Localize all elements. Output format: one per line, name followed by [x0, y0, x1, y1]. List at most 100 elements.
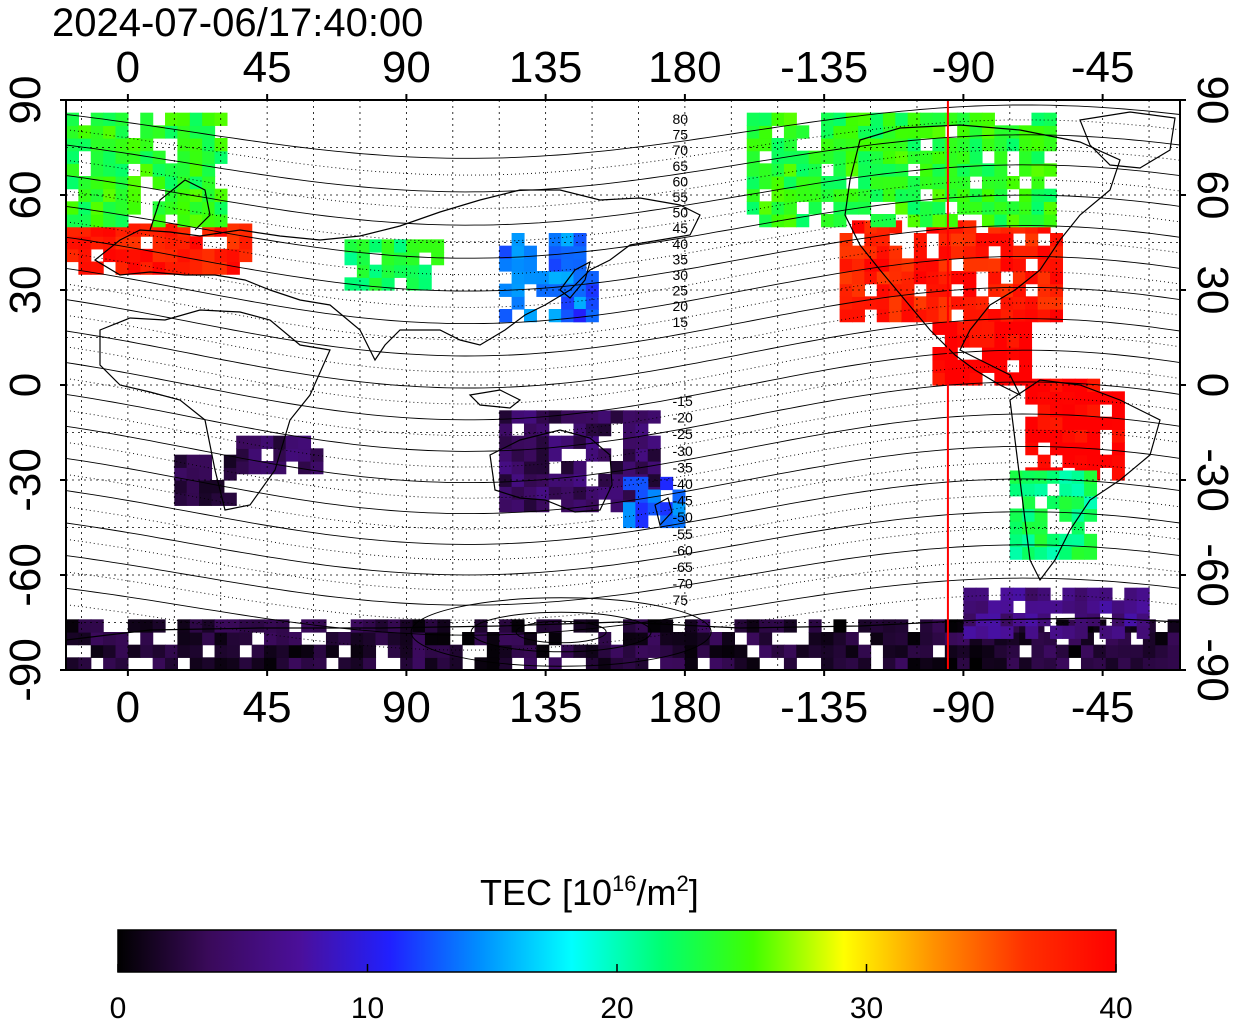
tec-cell — [152, 261, 166, 275]
tec-cell — [1037, 613, 1051, 627]
tec-cell — [298, 435, 312, 449]
tec-cell — [994, 334, 1008, 348]
tec-cell — [548, 245, 562, 259]
tec-cell — [363, 644, 377, 658]
tec-cell — [214, 644, 228, 658]
lon-tick-label: -135 — [780, 43, 868, 92]
tec-cell — [944, 321, 958, 335]
tec-cell — [988, 600, 1002, 614]
tec-cell — [418, 239, 432, 253]
tec-cell — [981, 188, 995, 202]
contour-line — [66, 333, 1180, 405]
tec-cell — [988, 283, 1002, 297]
tec-cell — [523, 271, 537, 285]
tec-cell — [140, 644, 154, 658]
tec-cell — [499, 461, 513, 475]
tec-cell — [1084, 533, 1098, 548]
tec-cell — [189, 644, 203, 658]
tec-cell — [957, 201, 971, 215]
tec-cell — [499, 258, 513, 272]
tec-cell — [186, 480, 200, 494]
tec-cell — [115, 657, 129, 670]
tec-cell — [975, 296, 989, 310]
tec-cell — [1087, 587, 1101, 601]
lon-tick-label: -135 — [780, 683, 868, 732]
tec-cell — [808, 150, 822, 164]
tec-cell — [957, 188, 971, 202]
contour-label: -70 — [673, 576, 693, 592]
tec-cell — [499, 632, 513, 646]
tec-cell — [1124, 587, 1138, 601]
tec-cell — [1019, 321, 1033, 335]
tec-cell — [1062, 391, 1076, 405]
tec-cell — [882, 657, 896, 670]
tec-cell — [870, 150, 884, 164]
tec-cell — [783, 112, 797, 126]
tec-cell — [313, 644, 327, 658]
tec-cell — [548, 657, 562, 670]
tec-cell — [1124, 600, 1138, 614]
tec-cell — [1071, 483, 1085, 497]
tec-cell — [981, 657, 995, 670]
tec-cell — [889, 296, 903, 310]
tec-cell — [833, 176, 847, 190]
tec-cell — [523, 245, 537, 259]
tec-cell — [858, 163, 872, 177]
tec-cell — [1087, 613, 1101, 627]
tec-cell — [975, 233, 989, 247]
tec-cell — [833, 201, 847, 215]
tec-cell — [66, 138, 79, 152]
tec-cell — [140, 112, 154, 126]
tec-cell — [951, 296, 964, 310]
tec-cell — [202, 248, 216, 263]
tec-cell — [1074, 625, 1088, 639]
tec-cell — [957, 150, 971, 164]
tec-cell — [103, 657, 117, 670]
tec-cell — [635, 423, 649, 437]
tec-cell — [882, 163, 896, 177]
tec-cell — [511, 410, 525, 424]
tec-cell — [1093, 644, 1107, 658]
contour-label: -40 — [673, 476, 693, 492]
tec-cell — [1111, 416, 1125, 430]
tec-cell — [90, 201, 104, 215]
tec-cell — [387, 644, 401, 658]
tec-cell — [598, 657, 612, 670]
tec-cell — [994, 644, 1008, 658]
tec-cell — [1031, 657, 1045, 670]
tec-cell — [988, 271, 1002, 285]
tec-cell — [177, 125, 191, 139]
tec-cell — [202, 657, 216, 670]
tec-cell — [301, 657, 315, 670]
contour-line — [66, 349, 1180, 421]
tec-cell — [103, 201, 117, 215]
tec-cell — [90, 214, 104, 228]
tec-cell — [981, 112, 995, 126]
tec-cell — [771, 176, 785, 190]
tec-cell — [920, 112, 934, 126]
tec-cell — [1084, 546, 1098, 560]
tec-cell — [932, 201, 946, 215]
tec-cell — [511, 473, 525, 487]
tec-cell — [152, 236, 166, 250]
tec-cell — [165, 163, 178, 177]
tec-cell — [298, 448, 312, 462]
tec-cell — [963, 613, 977, 627]
tec-cell — [1025, 587, 1039, 601]
tec-cell — [511, 245, 525, 259]
tec-cell — [325, 632, 339, 646]
tec-cell — [511, 258, 525, 272]
tec-cell — [882, 632, 896, 646]
tec-cell — [759, 644, 773, 658]
tec-cell — [499, 448, 513, 462]
tec-cell — [239, 657, 253, 670]
tec-cell — [926, 271, 940, 285]
tec-cell — [821, 644, 835, 658]
tec-cell — [821, 125, 835, 139]
tec-cell — [424, 632, 438, 646]
tec-cell — [1031, 176, 1045, 190]
tec-cell — [1031, 201, 1045, 215]
tec-cell — [523, 499, 537, 513]
tec-cell — [821, 657, 835, 670]
tec-cell — [127, 201, 141, 215]
